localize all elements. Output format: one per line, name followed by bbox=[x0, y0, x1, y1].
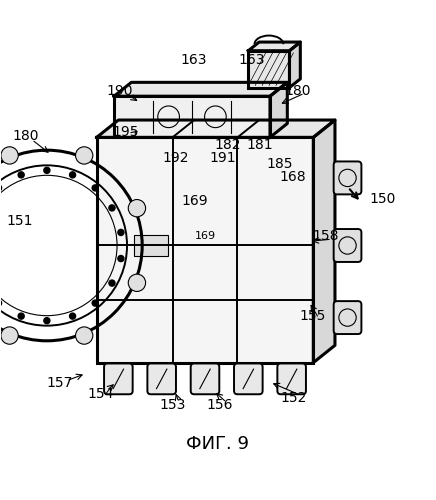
Circle shape bbox=[18, 172, 24, 178]
Text: ФИГ. 9: ФИГ. 9 bbox=[187, 435, 249, 453]
Circle shape bbox=[118, 256, 124, 262]
Text: 168: 168 bbox=[279, 170, 306, 184]
Text: 152: 152 bbox=[281, 391, 307, 405]
Polygon shape bbox=[313, 120, 335, 362]
Text: 195: 195 bbox=[113, 125, 140, 139]
Circle shape bbox=[109, 205, 115, 211]
Text: 180: 180 bbox=[285, 84, 311, 98]
FancyBboxPatch shape bbox=[133, 234, 168, 256]
Text: 163: 163 bbox=[238, 53, 265, 67]
Bar bbox=[249, 50, 290, 88]
Text: 191: 191 bbox=[209, 151, 235, 165]
Text: 155: 155 bbox=[299, 309, 326, 323]
Circle shape bbox=[128, 200, 146, 217]
Text: 154: 154 bbox=[87, 387, 113, 401]
Text: 192: 192 bbox=[162, 151, 189, 165]
Text: 180: 180 bbox=[12, 130, 38, 143]
Circle shape bbox=[0, 185, 2, 191]
Circle shape bbox=[70, 172, 75, 178]
Circle shape bbox=[92, 185, 98, 191]
FancyBboxPatch shape bbox=[234, 364, 262, 394]
Polygon shape bbox=[114, 82, 287, 96]
Text: 163: 163 bbox=[181, 53, 208, 67]
Circle shape bbox=[44, 318, 50, 324]
Text: 158: 158 bbox=[312, 229, 339, 243]
Text: 153: 153 bbox=[159, 398, 186, 412]
FancyBboxPatch shape bbox=[334, 229, 361, 262]
Circle shape bbox=[75, 147, 93, 164]
FancyBboxPatch shape bbox=[334, 162, 361, 194]
Circle shape bbox=[1, 147, 18, 164]
Text: 151: 151 bbox=[7, 214, 33, 228]
FancyBboxPatch shape bbox=[334, 301, 361, 334]
Text: 156: 156 bbox=[207, 398, 233, 412]
Circle shape bbox=[1, 327, 18, 344]
Circle shape bbox=[75, 327, 93, 344]
FancyBboxPatch shape bbox=[104, 364, 133, 394]
FancyBboxPatch shape bbox=[147, 364, 176, 394]
Polygon shape bbox=[97, 120, 335, 138]
FancyBboxPatch shape bbox=[277, 364, 306, 394]
Text: 150: 150 bbox=[369, 192, 396, 206]
Circle shape bbox=[128, 274, 146, 291]
Text: 182: 182 bbox=[214, 138, 241, 152]
Circle shape bbox=[70, 313, 75, 319]
Text: 185: 185 bbox=[266, 157, 293, 171]
Circle shape bbox=[0, 300, 2, 306]
Polygon shape bbox=[290, 42, 300, 88]
Text: 157: 157 bbox=[47, 376, 73, 390]
Text: 169: 169 bbox=[194, 231, 215, 241]
Bar bbox=[97, 138, 313, 362]
Circle shape bbox=[118, 230, 124, 235]
Polygon shape bbox=[249, 42, 300, 50]
Text: 169: 169 bbox=[182, 194, 208, 208]
Circle shape bbox=[109, 280, 115, 286]
FancyBboxPatch shape bbox=[191, 364, 219, 394]
Bar bbox=[114, 96, 270, 138]
Circle shape bbox=[18, 313, 24, 319]
Circle shape bbox=[44, 168, 50, 173]
Text: 190: 190 bbox=[106, 84, 133, 98]
Polygon shape bbox=[270, 82, 287, 138]
Circle shape bbox=[92, 300, 98, 306]
Text: 181: 181 bbox=[247, 138, 273, 152]
